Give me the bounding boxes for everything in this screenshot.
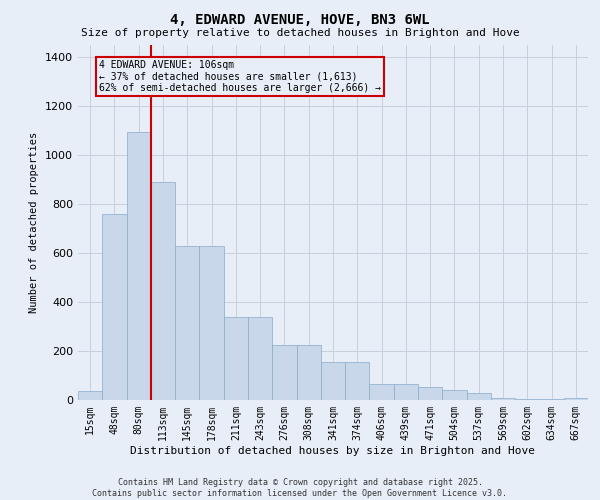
Bar: [127, 132, 151, 400]
Bar: [539, 399, 564, 400]
Bar: [370, 384, 394, 400]
Bar: [321, 362, 345, 400]
Bar: [467, 392, 491, 400]
Bar: [248, 317, 272, 400]
Bar: [442, 390, 467, 400]
Y-axis label: Number of detached properties: Number of detached properties: [29, 132, 40, 313]
Bar: [515, 399, 539, 400]
Bar: [102, 214, 127, 400]
Text: Contains HM Land Registry data © Crown copyright and database right 2025.
Contai: Contains HM Land Registry data © Crown c…: [92, 478, 508, 498]
X-axis label: Distribution of detached houses by size in Brighton and Hove: Distribution of detached houses by size …: [131, 446, 536, 456]
Bar: [564, 398, 588, 400]
Bar: [296, 345, 321, 400]
Bar: [199, 246, 224, 400]
Bar: [491, 398, 515, 400]
Bar: [345, 362, 370, 400]
Bar: [151, 182, 175, 400]
Bar: [224, 317, 248, 400]
Bar: [394, 384, 418, 400]
Text: 4 EDWARD AVENUE: 106sqm
← 37% of detached houses are smaller (1,613)
62% of semi: 4 EDWARD AVENUE: 106sqm ← 37% of detache…: [98, 60, 380, 93]
Text: 4, EDWARD AVENUE, HOVE, BN3 6WL: 4, EDWARD AVENUE, HOVE, BN3 6WL: [170, 12, 430, 26]
Bar: [418, 386, 442, 400]
Bar: [78, 392, 102, 400]
Text: Size of property relative to detached houses in Brighton and Hove: Size of property relative to detached ho…: [80, 28, 520, 38]
Bar: [175, 246, 199, 400]
Bar: [272, 345, 296, 400]
